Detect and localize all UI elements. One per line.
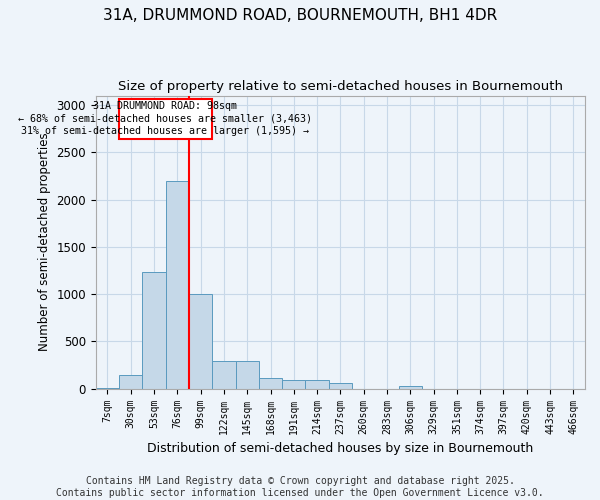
Text: Contains HM Land Registry data © Crown copyright and database right 2025.
Contai: Contains HM Land Registry data © Crown c… xyxy=(56,476,544,498)
Title: Size of property relative to semi-detached houses in Bournemouth: Size of property relative to semi-detach… xyxy=(118,80,563,93)
Bar xyxy=(236,362,259,388)
Bar xyxy=(259,378,282,388)
FancyBboxPatch shape xyxy=(119,100,212,138)
Text: 31% of semi-detached houses are larger (1,595) →: 31% of semi-detached houses are larger (… xyxy=(22,126,310,136)
Bar xyxy=(119,374,142,388)
Bar xyxy=(282,380,305,388)
Y-axis label: Number of semi-detached properties: Number of semi-detached properties xyxy=(38,133,51,352)
Bar xyxy=(142,272,166,388)
Bar xyxy=(305,380,329,388)
Bar xyxy=(166,180,189,388)
Text: 31A DRUMMOND ROAD: 98sqm: 31A DRUMMOND ROAD: 98sqm xyxy=(94,100,238,110)
X-axis label: Distribution of semi-detached houses by size in Bournemouth: Distribution of semi-detached houses by … xyxy=(147,442,533,455)
Bar xyxy=(212,362,236,388)
Bar xyxy=(398,386,422,388)
Bar xyxy=(189,294,212,388)
Text: ← 68% of semi-detached houses are smaller (3,463): ← 68% of semi-detached houses are smalle… xyxy=(19,114,313,124)
Bar xyxy=(329,383,352,388)
Text: 31A, DRUMMOND ROAD, BOURNEMOUTH, BH1 4DR: 31A, DRUMMOND ROAD, BOURNEMOUTH, BH1 4DR xyxy=(103,8,497,22)
